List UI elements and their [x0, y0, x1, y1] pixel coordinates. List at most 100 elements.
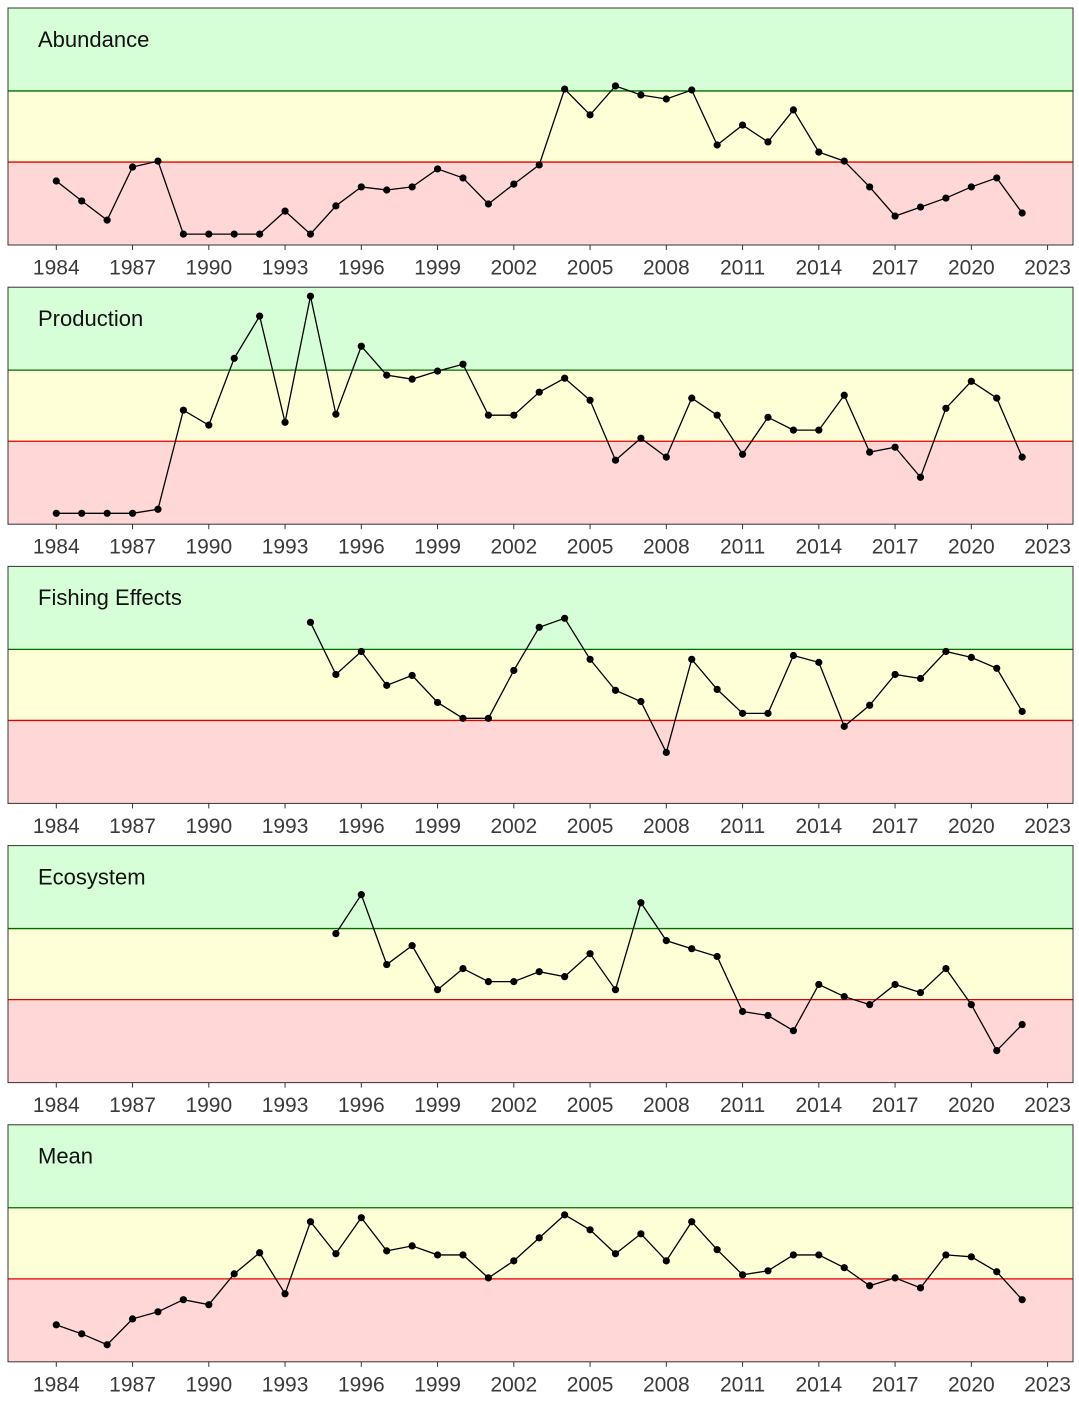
data-point [78, 197, 86, 205]
x-tick-label: 2002 [490, 1373, 537, 1396]
x-tick-label: 2023 [1024, 815, 1071, 838]
data-point [383, 681, 391, 689]
data-point [433, 367, 442, 375]
data-point [942, 194, 950, 202]
data-point [408, 942, 416, 950]
data-point [510, 978, 518, 986]
x-tick-label: 1999 [414, 536, 461, 559]
x-tick-label: 1999 [414, 1373, 461, 1396]
data-point [789, 1251, 798, 1259]
panel-title: Fishing Effects [38, 585, 182, 610]
data-point [789, 106, 798, 114]
data-point [408, 375, 416, 383]
x-tick-label: 2023 [1024, 1373, 1071, 1396]
data-point [662, 937, 670, 945]
data-point [383, 371, 391, 379]
x-tick-label: 1990 [185, 1373, 232, 1396]
data-point [256, 230, 264, 238]
x-tick-label: 2005 [567, 536, 614, 559]
data-point [916, 1284, 925, 1292]
data-point [306, 292, 315, 300]
band [8, 8, 1073, 91]
data-point [815, 1251, 823, 1259]
data-point [535, 968, 543, 976]
x-tick-label: 2005 [567, 257, 614, 280]
data-point [942, 404, 950, 412]
data-point [230, 354, 238, 362]
data-point [535, 161, 543, 169]
x-tick-label: 2011 [720, 257, 765, 280]
data-point [738, 121, 747, 129]
data-point [52, 177, 60, 185]
x-tick-label: 2023 [1024, 257, 1071, 280]
data-point [993, 1268, 1001, 1276]
data-point [891, 980, 899, 989]
data-point [281, 207, 289, 215]
x-tick-label: 2011 [720, 536, 765, 559]
data-point [815, 658, 823, 666]
data-point [306, 618, 315, 626]
data-point [383, 1247, 391, 1255]
data-point [332, 670, 340, 679]
data-point [256, 1249, 264, 1257]
data-point [535, 623, 543, 631]
data-point [561, 973, 569, 981]
data-point [840, 992, 848, 1001]
band [8, 162, 1073, 245]
data-point [637, 697, 645, 706]
data-point [662, 453, 670, 461]
x-tick-label: 1987 [109, 536, 156, 559]
data-point [459, 174, 467, 182]
data-point [637, 899, 645, 907]
data-point [942, 965, 950, 973]
x-tick-label: 1999 [414, 815, 461, 838]
data-point [611, 456, 620, 464]
band [8, 370, 1073, 442]
data-point [408, 183, 416, 191]
data-point [866, 701, 874, 709]
x-tick-label: 2005 [567, 1373, 614, 1396]
x-tick-label: 2002 [490, 536, 537, 559]
data-point [383, 186, 391, 194]
data-point [281, 1290, 289, 1298]
data-point [637, 91, 645, 99]
data-point [586, 655, 594, 663]
band [8, 287, 1073, 371]
x-tick-label: 1993 [262, 815, 309, 838]
data-point [510, 411, 518, 419]
data-point [1018, 707, 1026, 716]
band [8, 720, 1073, 804]
data-point [891, 443, 899, 451]
x-tick-label: 1993 [262, 1094, 309, 1117]
x-tick-label: 1990 [185, 815, 232, 838]
data-point [891, 212, 899, 220]
data-point [561, 374, 569, 382]
x-tick-label: 2011 [720, 1373, 765, 1396]
x-tick-label: 1993 [262, 1373, 309, 1396]
x-tick-label: 1987 [109, 1373, 156, 1396]
x-tick-label: 1984 [33, 257, 80, 280]
data-point [586, 111, 594, 119]
x-tick-label: 2008 [643, 1373, 690, 1396]
data-point [993, 174, 1001, 182]
data-point [484, 978, 492, 986]
band [8, 441, 1073, 525]
x-tick-label: 1987 [109, 257, 156, 280]
x-tick-label: 1984 [33, 815, 80, 838]
x-tick-label: 2020 [948, 536, 995, 559]
data-point [866, 183, 874, 191]
data-point [891, 1274, 899, 1282]
x-tick-label: 1996 [338, 1094, 385, 1117]
data-point [510, 1257, 518, 1265]
data-point [383, 960, 391, 969]
x-tick-label: 1984 [33, 1373, 80, 1396]
data-point [688, 945, 696, 953]
data-point [993, 394, 1001, 402]
x-tick-label: 2020 [948, 815, 995, 838]
band [8, 566, 1073, 650]
x-tick-label: 2014 [795, 257, 842, 280]
data-point [840, 1264, 848, 1272]
data-point [561, 614, 569, 622]
data-point [128, 163, 137, 171]
x-tick-label: 2011 [720, 815, 765, 838]
